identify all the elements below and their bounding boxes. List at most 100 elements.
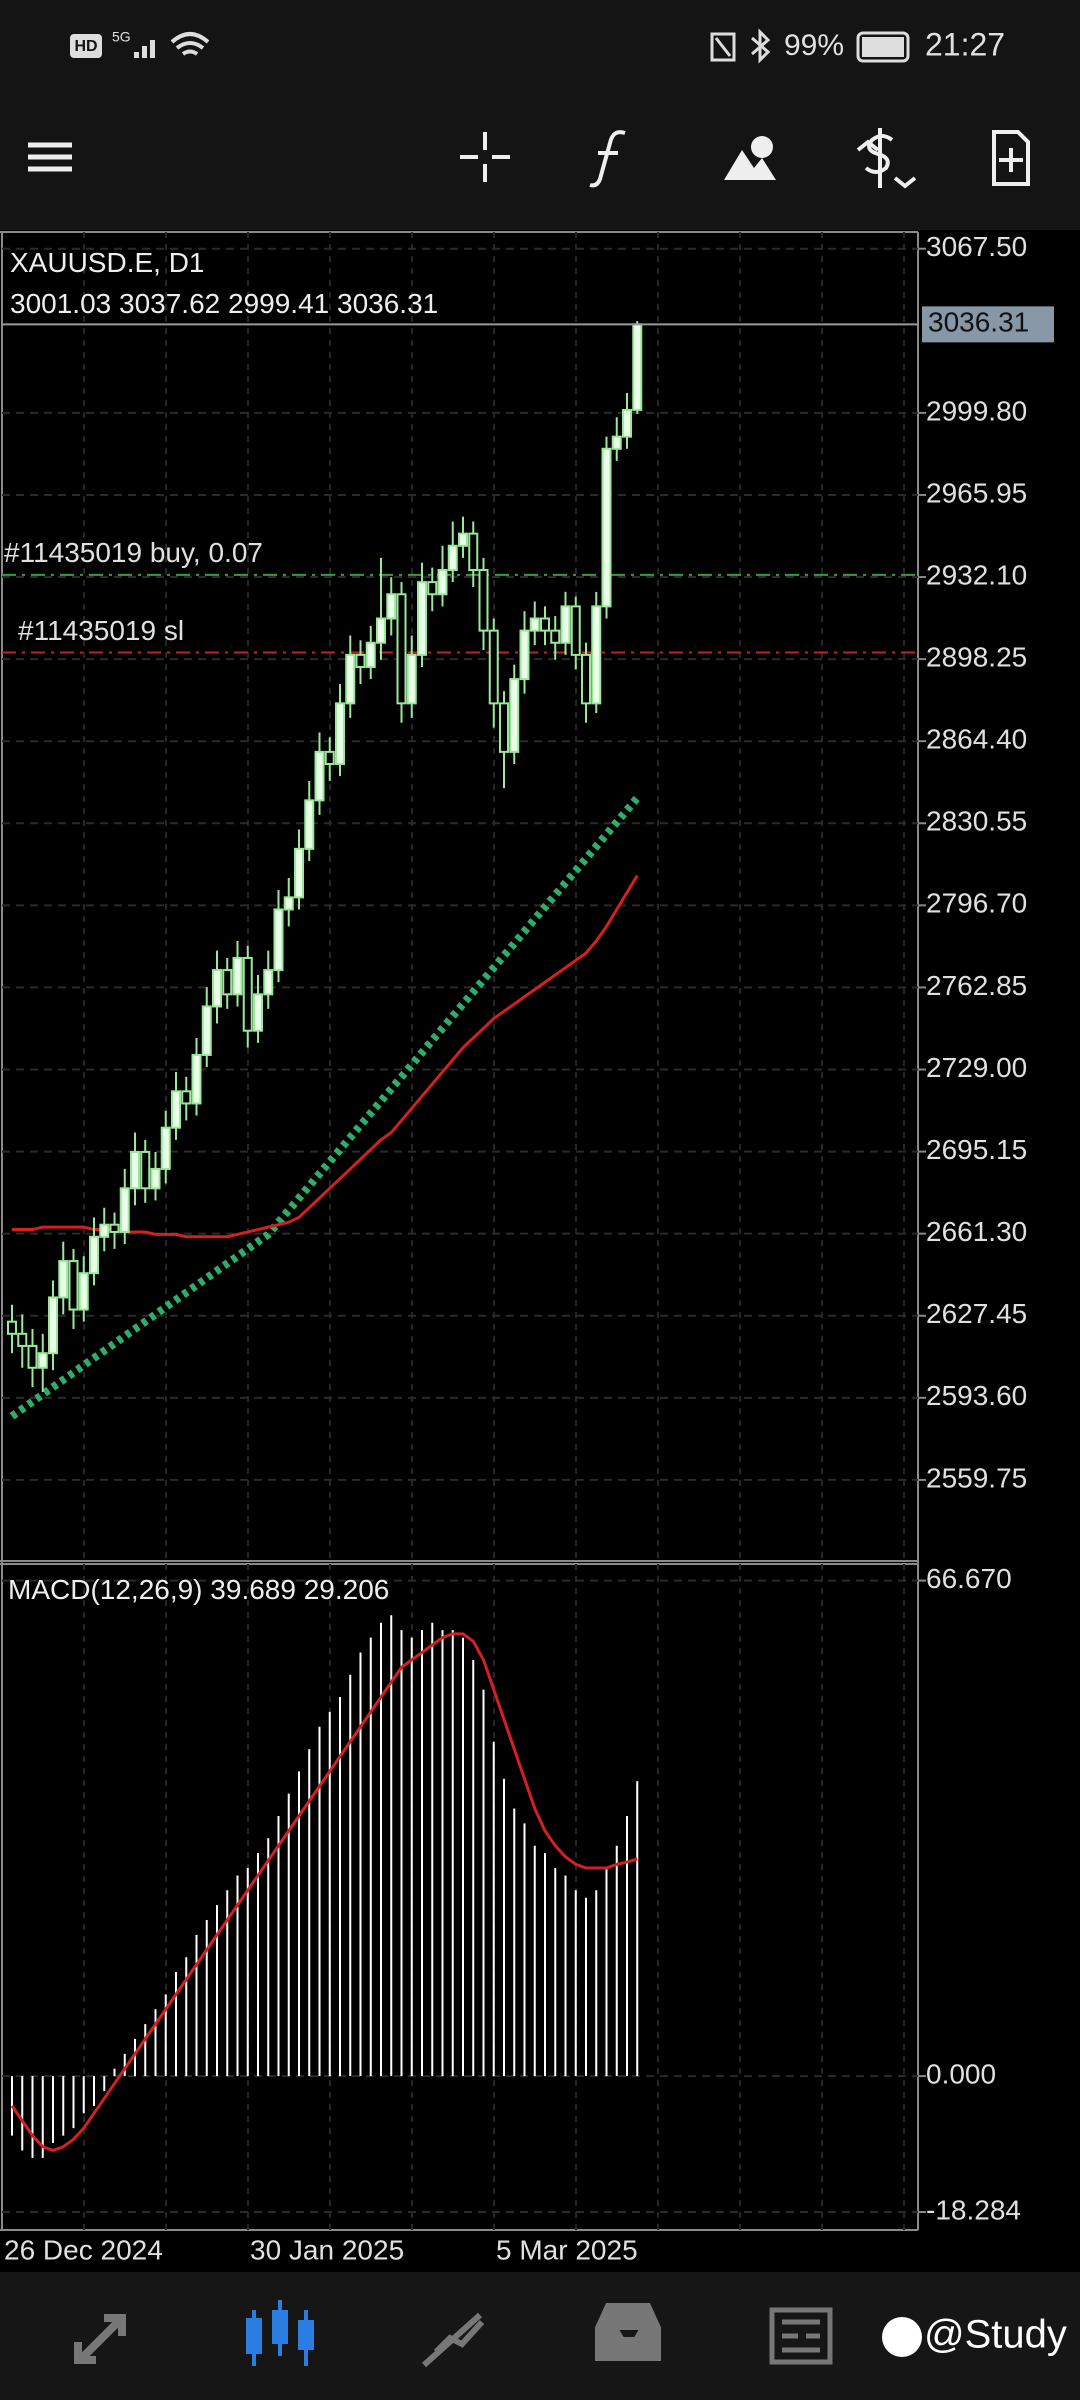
candle-body <box>212 969 222 1008</box>
clock: 21:27 <box>925 26 1005 62</box>
battery-level <box>862 37 904 57</box>
candle-body <box>191 1053 202 1105</box>
candle-body <box>560 605 571 644</box>
y-tick-label: 2729.00 <box>926 1052 1027 1083</box>
candle-body <box>386 593 397 620</box>
candle-body <box>181 1090 192 1105</box>
new-order-button[interactable] <box>992 130 1030 186</box>
candle-body <box>253 993 263 1032</box>
quotes-tab[interactable] <box>74 2314 126 2364</box>
chart-tab[interactable] <box>246 2318 262 2354</box>
candle-body <box>37 1352 48 1369</box>
candle-body <box>632 323 643 411</box>
watermark: @Study <box>924 2313 1067 2357</box>
facebook-logo <box>882 2317 922 2357</box>
line <box>10 1632 638 2153</box>
candle-body <box>529 617 540 632</box>
signal-value: 29.206 <box>303 1574 390 1605</box>
candle-body <box>171 1090 181 1129</box>
candle-body <box>99 1223 110 1238</box>
y-tick-label: 2695.15 <box>926 1134 1027 1165</box>
candle-body <box>58 1260 69 1299</box>
open-value: 3001.03 <box>10 288 112 319</box>
line <box>9 795 641 1420</box>
y-tick-label: 2627.45 <box>926 1298 1027 1329</box>
candle-body <box>499 702 509 753</box>
menu-button[interactable] <box>28 142 72 172</box>
nfc-icon <box>710 32 736 62</box>
candle-body <box>365 641 376 668</box>
wifi-icon <box>170 32 210 56</box>
candle-body <box>78 1272 89 1311</box>
candle-body <box>273 908 284 972</box>
macd-value: 39.689 <box>210 1574 296 1605</box>
candle-body <box>570 605 581 656</box>
candle-body <box>417 581 427 656</box>
y-tick-label: 2559.75 <box>926 1462 1027 1493</box>
y-tick-label: -18.284 <box>926 2194 1021 2225</box>
y-tick-label: 2661.30 <box>926 1216 1027 1247</box>
candle-body <box>89 1235 99 1275</box>
signal-text: 5G <box>112 29 131 45</box>
chart-tab-body <box>298 2320 314 2350</box>
candle-body <box>48 1296 58 1355</box>
y-tick-label: 2965.95 <box>926 477 1027 508</box>
candle-body <box>335 702 345 765</box>
candle-body <box>376 617 386 644</box>
chart-tab-body <box>272 2310 288 2344</box>
candle-body <box>550 629 561 644</box>
signal-icon <box>134 40 155 58</box>
history-tab[interactable] <box>595 2303 661 2361</box>
news-tab[interactable] <box>769 2307 833 2365</box>
battery-text: 99% <box>784 29 844 62</box>
candle-body <box>345 653 356 705</box>
x-tick-label: 30 Jan 2025 <box>250 2234 404 2265</box>
candle-body <box>437 569 448 596</box>
x-tick-label: 26 Dec 2024 <box>4 2234 163 2265</box>
candle-body <box>447 544 458 572</box>
candle-body <box>222 969 233 996</box>
close-value: 3036.31 <box>337 288 439 319</box>
trade-tab[interactable] <box>422 2312 485 2368</box>
line <box>12 874 639 1239</box>
y-tick-label: 2932.10 <box>926 559 1027 590</box>
candle-body <box>119 1187 130 1233</box>
candle-body <box>355 653 366 668</box>
candle-body <box>622 408 632 438</box>
candle-body <box>591 605 602 705</box>
price-label: 3036.31 <box>928 307 1029 338</box>
candle-body <box>540 617 550 632</box>
y-tick-label: 2999.80 <box>926 395 1027 426</box>
objects-circle <box>751 136 773 158</box>
price-box <box>922 306 1054 343</box>
trade-button[interactable] <box>856 128 917 189</box>
y-tick-label: 2796.70 <box>926 888 1027 919</box>
y-tick-label: 2830.55 <box>926 806 1027 837</box>
candle-body <box>201 1005 212 1056</box>
crosshair-button[interactable] <box>460 132 510 182</box>
objects-button[interactable] <box>724 150 776 180</box>
candle-body <box>396 593 407 705</box>
candle-body <box>294 847 304 899</box>
bluetooth-icon <box>751 28 771 64</box>
candle-body <box>611 435 622 450</box>
candle-body <box>324 750 335 765</box>
candle-body <box>263 969 274 996</box>
candle-body <box>468 532 479 572</box>
candle-body <box>488 629 499 705</box>
order-label: #11435019 buy, 0.07 <box>4 537 263 568</box>
top-bar <box>0 0 1080 230</box>
candle-body <box>509 678 520 753</box>
y-tick-label: 66.670 <box>926 1563 1012 1594</box>
indicators-button[interactable] <box>589 130 626 188</box>
y-tick-label: 2898.25 <box>926 642 1027 673</box>
candle-body <box>406 653 417 705</box>
candle-body <box>17 1332 28 1347</box>
candle-body <box>314 750 325 802</box>
y-tick-label: 0.000 <box>926 2059 996 2090</box>
candle-body <box>68 1260 79 1311</box>
candle-body <box>160 1126 171 1170</box>
y-tick-label: 2593.60 <box>926 1380 1027 1411</box>
